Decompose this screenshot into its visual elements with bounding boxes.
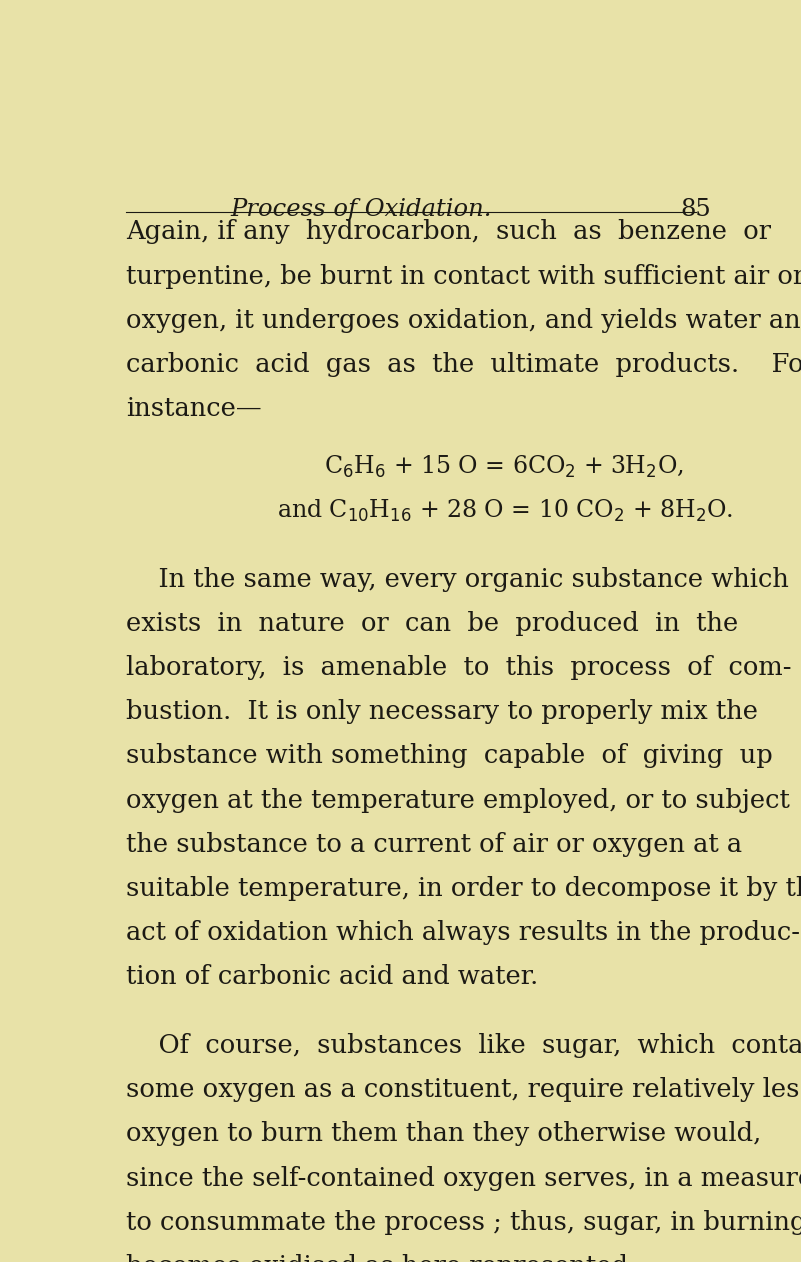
Text: Again, if any  hydrocarbon,  such  as  benzene  or: Again, if any hydrocarbon, such as benze… bbox=[127, 220, 771, 245]
Text: to consummate the process ; thus, sugar, in burning,: to consummate the process ; thus, sugar,… bbox=[127, 1210, 801, 1234]
Text: C$_6$H$_6$ + 15 O = 6CO$_2$ + 3H$_2$O,: C$_6$H$_6$ + 15 O = 6CO$_2$ + 3H$_2$O, bbox=[324, 454, 683, 480]
Text: instance—: instance— bbox=[127, 396, 262, 422]
Text: exists  in  nature  or  can  be  produced  in  the: exists in nature or can be produced in t… bbox=[127, 611, 739, 636]
Text: oxygen, it undergoes oxidation, and yields water and: oxygen, it undergoes oxidation, and yiel… bbox=[127, 308, 801, 333]
Text: Process of Oxidation.: Process of Oxidation. bbox=[230, 198, 492, 221]
Text: oxygen to burn them than they otherwise would,: oxygen to burn them than they otherwise … bbox=[127, 1122, 762, 1146]
Text: suitable temperature, in order to decompose it by the: suitable temperature, in order to decomp… bbox=[127, 876, 801, 901]
Text: In the same way, every organic substance which: In the same way, every organic substance… bbox=[127, 567, 789, 592]
Text: some oxygen as a constituent, require relatively less: some oxygen as a constituent, require re… bbox=[127, 1078, 801, 1102]
Text: becomes oxidised as here represented :: becomes oxidised as here represented : bbox=[127, 1254, 645, 1262]
Text: 85: 85 bbox=[681, 198, 711, 221]
Text: turpentine, be burnt in contact with sufficient air or: turpentine, be burnt in contact with suf… bbox=[127, 264, 801, 289]
Text: laboratory,  is  amenable  to  this  process  of  com-: laboratory, is amenable to this process … bbox=[127, 655, 791, 680]
Text: act of oxidation which always results in the produc-: act of oxidation which always results in… bbox=[127, 920, 800, 945]
Text: since the self-contained oxygen serves, in a measure,: since the self-contained oxygen serves, … bbox=[127, 1166, 801, 1190]
Text: Of  course,  substances  like  sugar,  which  contain: Of course, substances like sugar, which … bbox=[127, 1034, 801, 1058]
Text: the substance to a current of air or oxygen at a: the substance to a current of air or oxy… bbox=[127, 832, 743, 857]
Text: carbonic  acid  gas  as  the  ultimate  products.    For: carbonic acid gas as the ultimate produc… bbox=[127, 352, 801, 377]
Text: bustion.  It is only necessary to properly mix the: bustion. It is only necessary to properl… bbox=[127, 699, 759, 724]
Text: oxygen at the temperature employed, or to subject: oxygen at the temperature employed, or t… bbox=[127, 787, 790, 813]
Text: tion of carbonic acid and water.: tion of carbonic acid and water. bbox=[127, 964, 538, 989]
Text: substance with something  capable  of  giving  up: substance with something capable of givi… bbox=[127, 743, 773, 769]
Text: and C$_{10}$H$_{16}$ + 28 O = 10 CO$_2$ + 8H$_2$O.: and C$_{10}$H$_{16}$ + 28 O = 10 CO$_2$ … bbox=[277, 498, 734, 524]
